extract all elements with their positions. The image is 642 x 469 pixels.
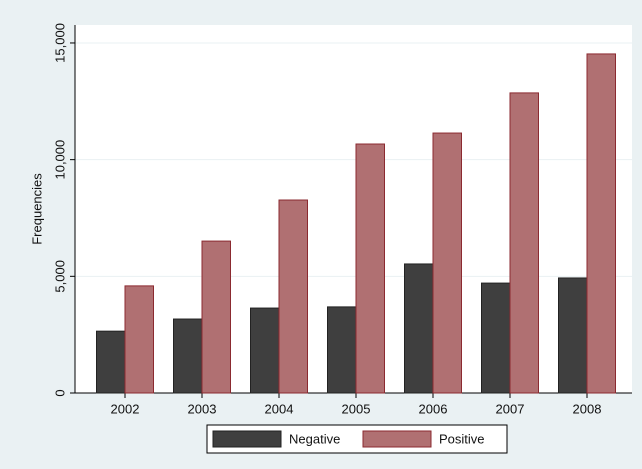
x-tick-label: 2004 — [265, 401, 294, 416]
bar — [509, 92, 539, 394]
x-tick-label: 2005 — [342, 401, 371, 416]
bar — [173, 318, 203, 394]
y-tick-label: 10,000 — [52, 140, 67, 180]
bar — [404, 263, 434, 394]
x-tick-label: 2003 — [188, 401, 217, 416]
y-axis-title: Frequencies — [29, 173, 44, 245]
x-tick-label: 2002 — [111, 401, 140, 416]
bar — [481, 282, 511, 394]
y-tick-label: 5,000 — [52, 260, 67, 293]
bar — [96, 330, 126, 394]
bar — [355, 143, 385, 394]
bar — [327, 306, 357, 394]
bar — [124, 285, 154, 394]
bar — [558, 277, 588, 394]
x-tick-label: 2007 — [496, 401, 525, 416]
legend-label: Negative — [289, 431, 340, 446]
y-tick-label: 15,000 — [52, 23, 67, 63]
bar — [432, 132, 462, 394]
legend-swatch — [212, 430, 282, 448]
x-tick-label: 2008 — [573, 401, 602, 416]
x-tick-label: 2006 — [419, 401, 448, 416]
bar — [201, 240, 231, 394]
legend-label: Positive — [439, 431, 485, 446]
bar — [250, 307, 280, 394]
bar — [278, 199, 308, 394]
legend-swatch — [362, 430, 432, 448]
bar — [586, 53, 616, 394]
y-tick-label: 0 — [52, 389, 67, 396]
